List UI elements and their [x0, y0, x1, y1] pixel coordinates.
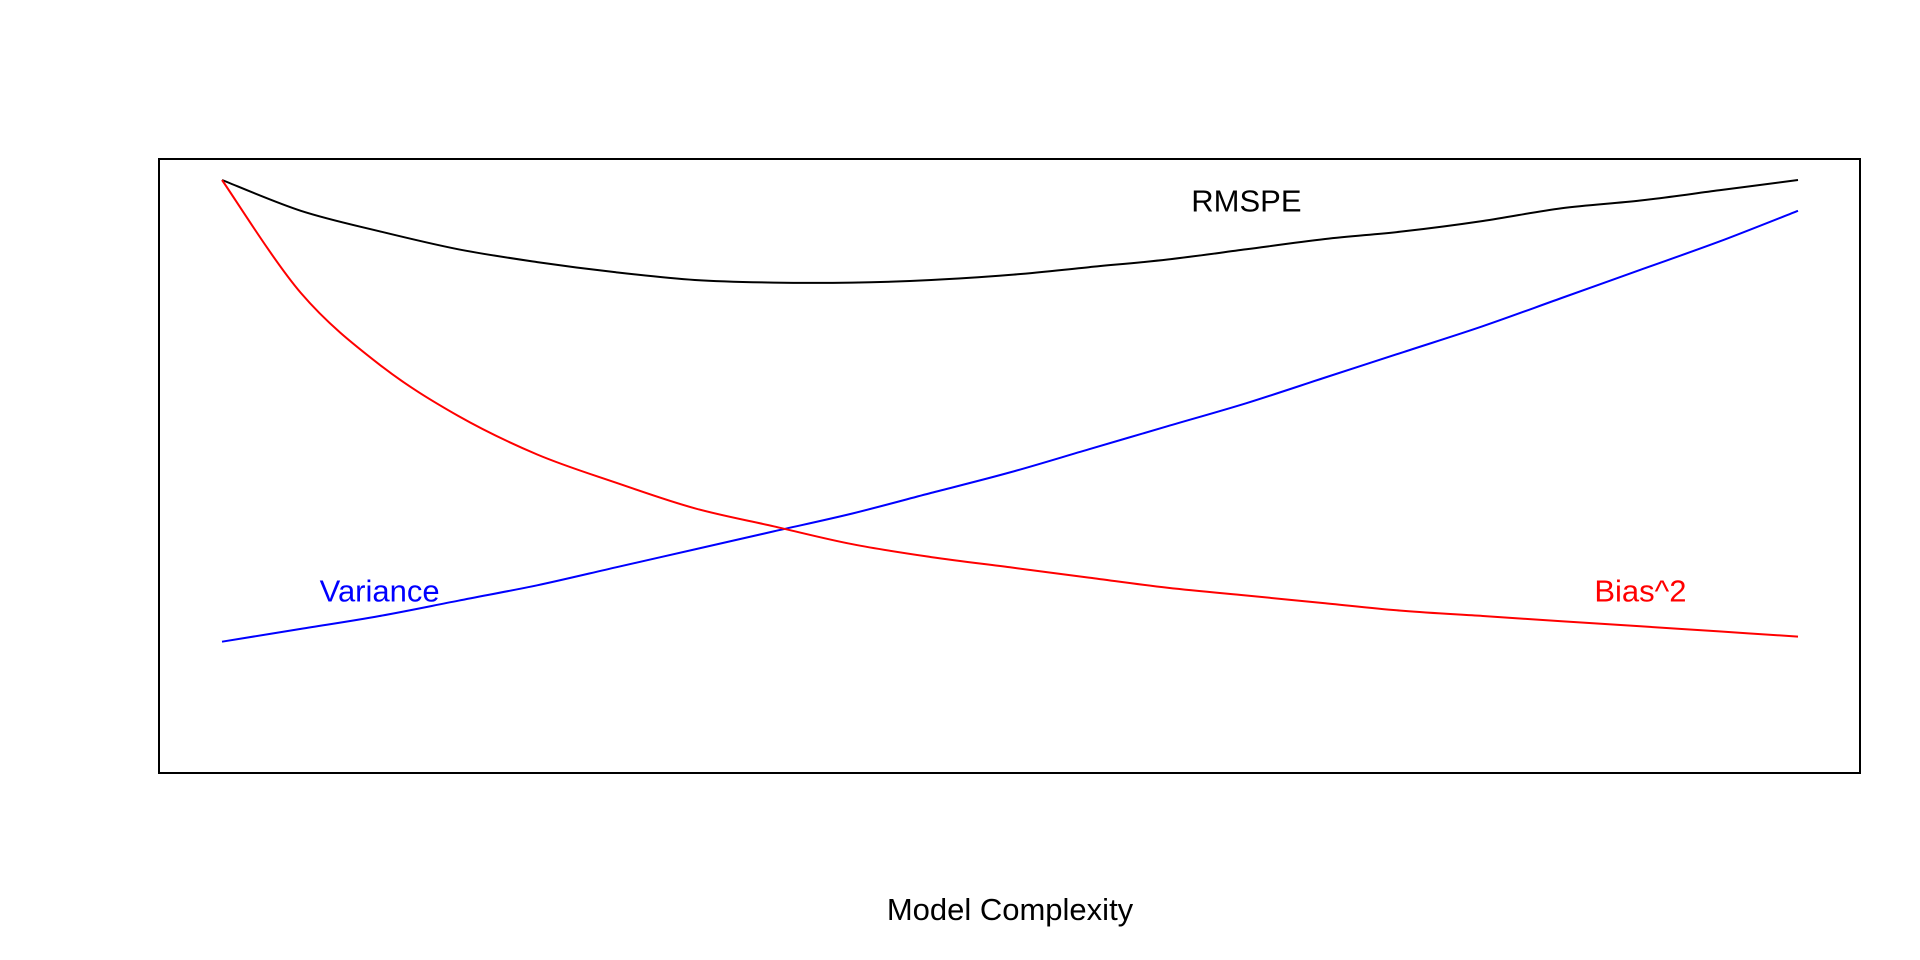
series-line-rmspe — [221, 179, 1799, 284]
series-line-bias-2 — [221, 179, 1799, 638]
series-label-variance: Variance — [320, 573, 440, 608]
series-label-bias-2: Bias^2 — [1594, 573, 1686, 608]
x-axis-label: Model Complexity — [887, 892, 1134, 927]
label-layer: RMSPE Variance Bias^2 — [320, 184, 1687, 609]
series-line-variance — [221, 209, 1799, 643]
series-layer — [221, 179, 1799, 643]
plot-frame — [158, 158, 1861, 774]
series-label-rmspe: RMSPE — [1191, 184, 1301, 219]
